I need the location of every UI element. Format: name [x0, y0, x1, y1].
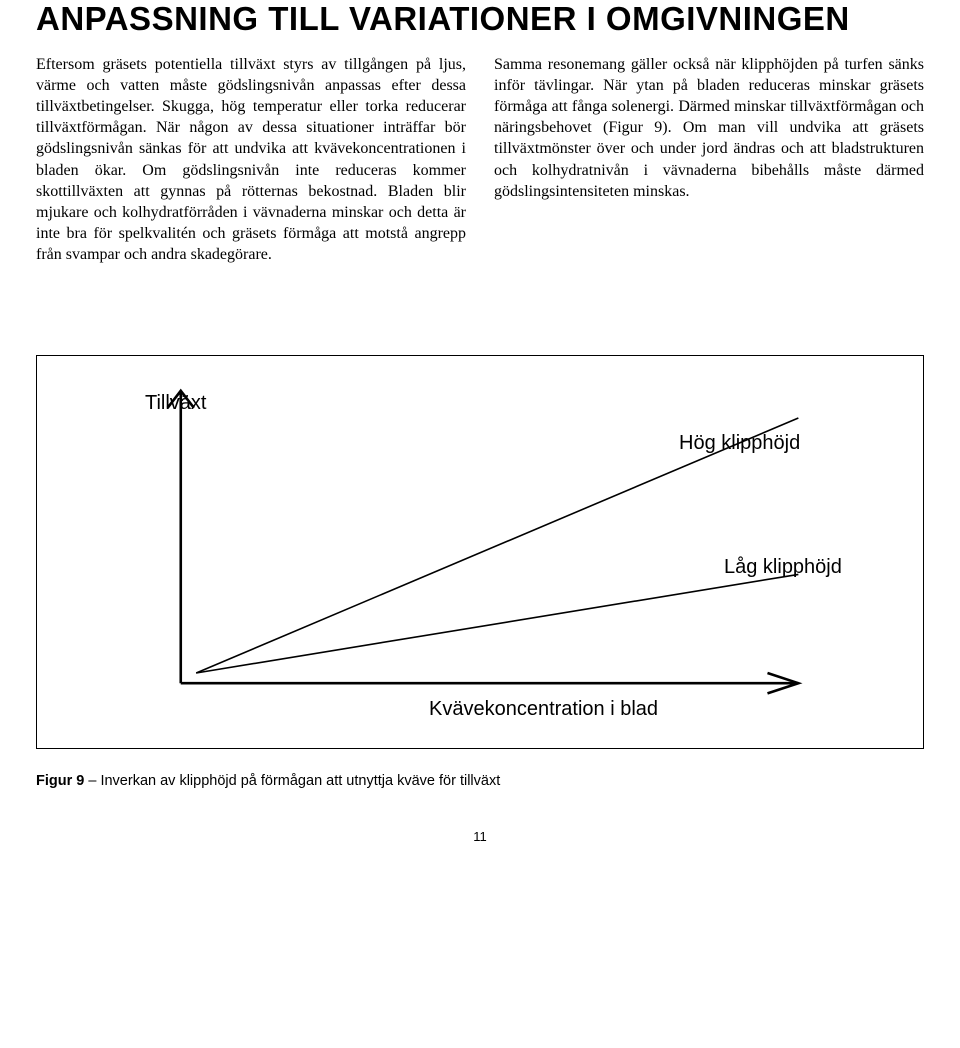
chart-svg	[119, 384, 891, 724]
body-columns: Eftersom gräsets potentiella tillväxt st…	[36, 54, 924, 265]
series-line-high	[196, 418, 798, 673]
page-heading: ANPASSNING TILL VARIATIONER I OMGIVNINGE…	[36, 0, 924, 38]
figure-caption: Figur 9 – Inverkan av klipphöjd på förmå…	[36, 773, 924, 789]
line-chart: Tillväxt Hög klipphöjd Låg klipphöjd Kvä…	[119, 384, 891, 724]
figure-frame: Tillväxt Hög klipphöjd Låg klipphöjd Kvä…	[36, 355, 924, 749]
body-column-right: Samma resonemang gäller också när klipph…	[494, 54, 924, 265]
figure-9: Tillväxt Hög klipphöjd Låg klipphöjd Kvä…	[36, 355, 924, 789]
series-line-low	[196, 574, 798, 673]
caption-text: – Inverkan av klipphöjd på förmågan att …	[84, 773, 500, 789]
body-column-left: Eftersom gräsets potentiella tillväxt st…	[36, 54, 466, 265]
caption-label: Figur 9	[36, 773, 84, 789]
page-number: 11	[36, 829, 924, 844]
